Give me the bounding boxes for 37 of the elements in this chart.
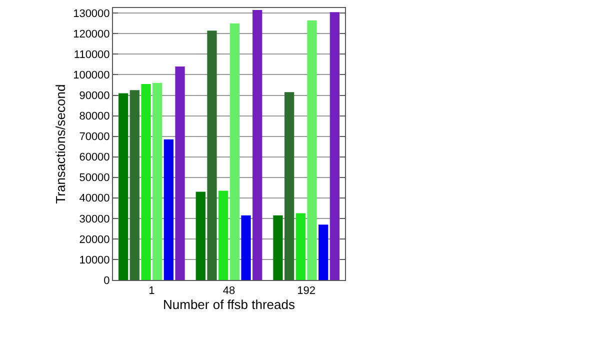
bar: [296, 213, 306, 280]
bar: [152, 82, 162, 280]
y-tick-label: 110000: [74, 49, 110, 62]
bar: [241, 215, 251, 280]
bar: [196, 192, 206, 280]
y-tick-label: 70000: [79, 131, 110, 144]
bar: [218, 190, 228, 280]
y-tick-label: 120000: [73, 28, 110, 41]
bar: [284, 92, 294, 280]
y-tick-label: 40000: [79, 192, 110, 205]
bar: [252, 10, 262, 280]
y-tick-label: 90000: [79, 90, 110, 102]
y-tick-label: 130000: [73, 8, 110, 20]
x-axis-title: Number of ffsb threads: [163, 297, 296, 312]
bar: [307, 20, 317, 280]
bar: [175, 66, 185, 280]
x-tick-label: 48: [222, 285, 236, 298]
bar: [141, 84, 151, 280]
y-tick-label: 30000: [79, 213, 110, 226]
y-tick-label: 0: [104, 274, 110, 287]
y-tick-label: 100000: [73, 70, 110, 82]
y-tick-label: 10000: [79, 254, 110, 266]
bar: [273, 215, 283, 280]
y-tick-label: 60000: [79, 152, 110, 164]
x-tick-label: 1: [148, 285, 155, 298]
bar: [164, 139, 174, 280]
bar: [230, 23, 240, 280]
y-tick-label: 50000: [79, 172, 110, 184]
y-tick-label: 20000: [79, 234, 110, 246]
bar: [330, 12, 340, 280]
x-tick-label: 192: [297, 285, 316, 298]
bar: [318, 224, 328, 280]
y-tick-label: 80000: [79, 110, 110, 123]
bar: [118, 93, 128, 280]
bar: [130, 90, 140, 280]
bar: [207, 30, 217, 280]
y-axis-title: Transactions/second: [53, 84, 68, 204]
